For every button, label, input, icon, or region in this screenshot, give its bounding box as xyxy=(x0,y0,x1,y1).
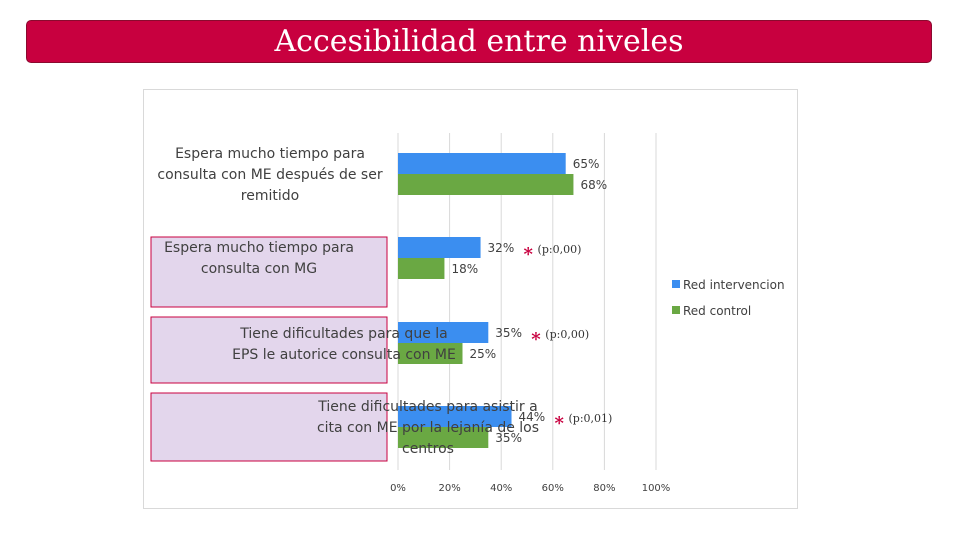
significance-annotations: * (p:0,00) * (p:0,00) * (p:0,01) xyxy=(524,243,613,434)
bars xyxy=(398,153,574,448)
x-tick-label: 20% xyxy=(438,483,460,494)
legend: Red intervencion Red control xyxy=(672,278,785,318)
bar xyxy=(398,237,481,258)
category-label: centros xyxy=(402,441,454,457)
value-label: 18% xyxy=(451,262,478,276)
category-label: remitido xyxy=(241,188,299,204)
category-label: Espera mucho tiempo para xyxy=(164,240,354,256)
title-bar: Accesibilidad entre niveles xyxy=(26,20,932,63)
value-label: 25% xyxy=(470,347,497,361)
significance-star: * xyxy=(531,329,541,350)
legend-swatch xyxy=(672,306,680,314)
bar xyxy=(398,174,574,195)
category-label: consulta con ME después de ser xyxy=(157,167,382,183)
bar xyxy=(398,406,512,427)
category-labels: Espera mucho tiempo para consulta con ME … xyxy=(157,146,539,457)
category-highlights xyxy=(150,236,388,462)
value-label: 65% xyxy=(573,157,600,171)
category-label: cita con ME por la lejanía de los xyxy=(317,420,539,436)
slide-title: Accesibilidad entre niveles xyxy=(274,24,684,59)
category-label: EPS le autorice consulta con ME xyxy=(232,347,456,363)
value-labels: 65% 32% 35% 44% 68% 18% 25% 35% xyxy=(451,157,607,445)
category-highlight xyxy=(150,316,388,384)
bar xyxy=(398,258,445,279)
category-label: consulta con MG xyxy=(201,261,317,277)
x-tick-label: 100% xyxy=(642,483,671,494)
legend-swatch xyxy=(672,280,680,288)
bar xyxy=(398,153,566,174)
p-value: (p:0,00) xyxy=(538,243,582,256)
value-label: 35% xyxy=(495,431,522,445)
value-label: 32% xyxy=(488,241,515,255)
value-label: 35% xyxy=(495,326,522,340)
x-tick-label: 0% xyxy=(390,483,406,494)
legend-label: Red intervencion xyxy=(683,278,785,292)
x-tick-label: 80% xyxy=(593,483,615,494)
category-highlight xyxy=(150,236,388,308)
p-value: (p:0,01) xyxy=(569,412,613,425)
legend-label: Red control xyxy=(683,304,751,318)
significance-star: * xyxy=(524,244,534,265)
p-value: (p:0,00) xyxy=(545,328,589,341)
bar xyxy=(398,322,489,343)
category-highlight xyxy=(150,392,388,462)
x-tick-label: 40% xyxy=(490,483,512,494)
bar xyxy=(398,427,489,448)
x-axis-ticks: 0% 20% 40% 60% 80% 100% xyxy=(390,483,670,494)
category-label: Espera mucho tiempo para xyxy=(175,146,365,162)
significance-star: * xyxy=(555,413,565,434)
category-label: Tiene dificultades para asistir a xyxy=(317,399,537,415)
bar xyxy=(398,343,463,364)
category-label: Tiene dificultades para que la xyxy=(239,326,447,342)
value-label: 44% xyxy=(519,410,546,424)
value-label: 68% xyxy=(580,178,607,192)
x-tick-label: 60% xyxy=(542,483,564,494)
